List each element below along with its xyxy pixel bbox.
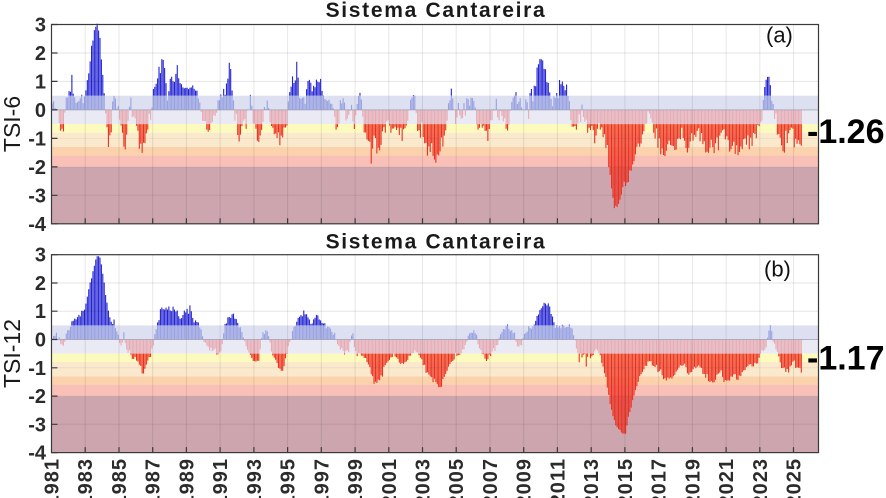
svg-text:-3: -3 <box>28 414 46 436</box>
svg-text:1: 1 <box>35 71 46 93</box>
svg-text:2009: 2009 <box>514 458 536 498</box>
svg-text:1999: 1999 <box>345 458 367 498</box>
svg-text:1997: 1997 <box>311 458 333 498</box>
svg-text:-3: -3 <box>28 185 46 207</box>
svg-text:3: 3 <box>35 15 46 37</box>
svg-text:2: 2 <box>35 273 46 295</box>
svg-text:Sistema Cantareira: Sistema Cantareira <box>326 231 547 254</box>
svg-text:-1: -1 <box>28 358 46 380</box>
svg-text:-4: -4 <box>28 443 47 465</box>
svg-text:1991: 1991 <box>210 458 232 498</box>
svg-text:2001: 2001 <box>379 458 401 498</box>
svg-text:1989: 1989 <box>176 458 198 498</box>
svg-text:2007: 2007 <box>480 458 502 498</box>
svg-text:1: 1 <box>35 301 46 323</box>
svg-text:2025: 2025 <box>784 458 806 498</box>
svg-text:2: 2 <box>35 43 46 65</box>
svg-text:1981: 1981 <box>42 458 64 498</box>
svg-text:-4: -4 <box>28 214 47 236</box>
svg-text:2017: 2017 <box>649 458 671 498</box>
svg-text:1995: 1995 <box>278 458 300 498</box>
svg-text:2003: 2003 <box>413 458 435 498</box>
svg-text:2015: 2015 <box>615 458 637 498</box>
svg-text:2005: 2005 <box>446 458 468 498</box>
svg-text:-1: -1 <box>28 128 46 150</box>
svg-text:-1.17: -1.17 <box>807 340 885 378</box>
svg-text:2013: 2013 <box>581 458 603 498</box>
svg-text:2021: 2021 <box>716 458 738 498</box>
svg-text:Sistema Cantareira: Sistema Cantareira <box>326 0 547 22</box>
svg-text:(a): (a) <box>766 23 793 48</box>
svg-text:2019: 2019 <box>682 458 704 498</box>
svg-text:0: 0 <box>35 330 46 352</box>
svg-text:1985: 1985 <box>109 458 131 498</box>
svg-text:(b): (b) <box>764 257 791 282</box>
svg-text:1983: 1983 <box>75 458 97 498</box>
svg-text:TSI-6: TSI-6 <box>0 96 25 152</box>
svg-text:-2: -2 <box>28 386 46 408</box>
svg-text:-1.26: -1.26 <box>807 113 885 151</box>
svg-text:3: 3 <box>35 245 46 267</box>
svg-text:0: 0 <box>35 100 46 122</box>
svg-text:2011: 2011 <box>547 458 569 498</box>
svg-text:-2: -2 <box>28 157 46 179</box>
svg-text:TSI-12: TSI-12 <box>0 319 25 388</box>
svg-text:1987: 1987 <box>143 458 165 498</box>
svg-text:2023: 2023 <box>750 458 772 498</box>
svg-text:1993: 1993 <box>244 458 266 498</box>
